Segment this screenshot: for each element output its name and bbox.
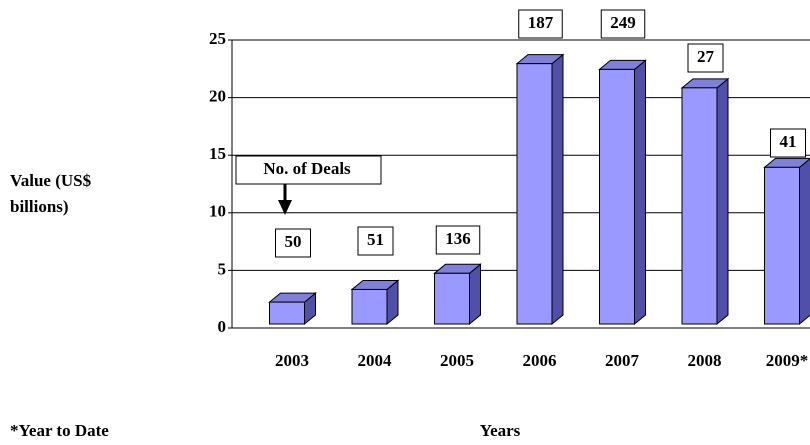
bar bbox=[350, 279, 400, 326]
bar bbox=[598, 59, 647, 326]
bar-front bbox=[351, 288, 388, 325]
deal-box bbox=[435, 225, 481, 255]
bar bbox=[515, 53, 565, 326]
y-axis-label-line: Value (US$ bbox=[10, 171, 92, 190]
x-tick-label: 2008 bbox=[688, 351, 722, 370]
deal-box bbox=[687, 43, 724, 73]
y-axis-label-line: billions) bbox=[10, 197, 69, 216]
y-tick-label: 20 bbox=[209, 87, 226, 106]
y-tick-label: 25 bbox=[209, 29, 226, 48]
deal-box bbox=[357, 226, 394, 256]
y-tick-label: 10 bbox=[209, 202, 226, 221]
y-tick-label: 0 bbox=[218, 317, 227, 336]
deal-label: 27 bbox=[697, 47, 715, 66]
y-tick-label: 15 bbox=[209, 144, 226, 163]
bar-front bbox=[681, 87, 718, 325]
bar-front bbox=[434, 272, 470, 325]
x-tick-label: 2004 bbox=[358, 351, 393, 370]
bar-front bbox=[516, 63, 553, 325]
bar-side bbox=[469, 263, 481, 326]
bar-front bbox=[599, 68, 635, 325]
deal-box bbox=[275, 228, 311, 258]
y-tick-label: 5 bbox=[218, 259, 227, 278]
bar bbox=[268, 292, 317, 326]
deal-label: 50 bbox=[285, 232, 302, 251]
deal-label: 41 bbox=[780, 132, 797, 151]
bar-front bbox=[269, 301, 305, 325]
bar-side bbox=[551, 53, 564, 326]
bar-front bbox=[764, 166, 800, 325]
annotation: No. of Deals bbox=[263, 159, 351, 178]
deal-label: 136 bbox=[445, 229, 471, 248]
x-tick-label: 2006 bbox=[523, 351, 557, 370]
deal-label: 51 bbox=[367, 230, 384, 249]
x-tick-label: 2007 bbox=[605, 351, 640, 370]
y-axis-label: Value (US$ billions) bbox=[10, 171, 92, 216]
bar bbox=[433, 263, 482, 326]
bar bbox=[680, 77, 730, 326]
bar bbox=[763, 157, 810, 326]
deal-box bbox=[600, 9, 646, 39]
annotation-box bbox=[235, 155, 382, 185]
bar-side bbox=[634, 59, 646, 326]
bar-side bbox=[799, 158, 810, 326]
footnote: *Year to Date bbox=[10, 421, 109, 440]
deal-label: 187 bbox=[528, 13, 554, 32]
deal-label: 249 bbox=[610, 13, 636, 32]
x-tick-label: 2005 bbox=[440, 351, 474, 370]
deal-box bbox=[770, 128, 806, 158]
x-axis-label: Years bbox=[480, 421, 521, 440]
x-tick-label: 2003 bbox=[275, 351, 309, 370]
arrow-head bbox=[278, 200, 292, 215]
x-tick-label: 2009* bbox=[766, 351, 809, 370]
bar-side bbox=[716, 77, 729, 326]
deal-box bbox=[518, 9, 563, 39]
